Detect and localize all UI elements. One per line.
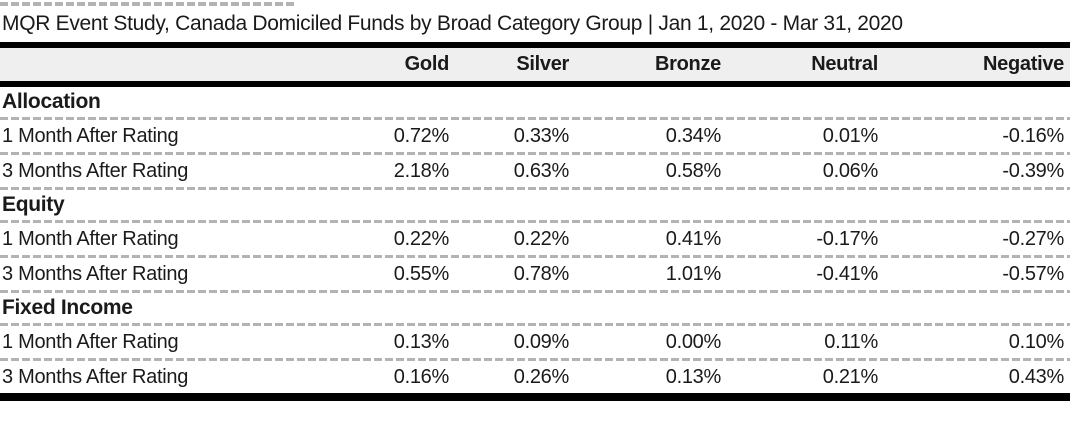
table-row: 3 Months After Rating 0.16% 0.26% 0.13% …: [0, 361, 1070, 393]
row-separator: [0, 255, 1070, 258]
row-separator: [0, 152, 1070, 155]
column-header-silver: Silver: [516, 53, 569, 75]
row-label: 1 Month After Rating: [2, 124, 179, 147]
cell-gold: 0.22%: [393, 227, 450, 250]
cell-gold: 2.18%: [393, 159, 450, 182]
cell-negative: -0.16%: [1002, 124, 1064, 147]
group-header-row-allocation: Allocation: [0, 87, 1070, 117]
cell-bronze: 0.41%: [665, 227, 722, 250]
column-header-bronze: Bronze: [655, 53, 721, 75]
row-separator: [0, 187, 1070, 190]
row-label: 3 Months After Rating: [2, 262, 189, 285]
cell-silver: 0.22%: [513, 227, 570, 250]
cell-negative: -0.39%: [1002, 159, 1064, 182]
row-label: 1 Month After Rating: [2, 330, 179, 353]
cell-negative: 0.10%: [1008, 330, 1065, 353]
table-row: 1 Month After Rating 0.22% 0.22% 0.41% -…: [0, 223, 1070, 255]
group-label: Allocation: [2, 90, 101, 113]
table-row: 1 Month After Rating 0.72% 0.33% 0.34% 0…: [0, 120, 1070, 152]
top-dashed-line: [0, 2, 297, 6]
cell-negative: -0.27%: [1002, 227, 1064, 250]
column-header-negative: Negative: [983, 53, 1064, 75]
header-divider-rule: [0, 81, 1070, 87]
row-label: 3 Months After Rating: [2, 159, 189, 182]
group-header-row-equity: Equity: [0, 190, 1070, 220]
cell-silver: 0.26%: [513, 365, 570, 388]
row-separator: [0, 220, 1070, 223]
table-title: MQR Event Study, Canada Domiciled Funds …: [2, 12, 903, 35]
cell-neutral: 0.11%: [824, 330, 878, 353]
cell-gold: 0.55%: [393, 262, 450, 285]
group-label: Fixed Income: [2, 296, 133, 319]
cell-bronze: 0.58%: [665, 159, 722, 182]
cell-bronze: 0.00%: [665, 330, 722, 353]
cell-gold: 0.72%: [393, 124, 450, 147]
cell-negative: 0.43%: [1008, 365, 1065, 388]
cell-gold: 0.13%: [393, 330, 450, 353]
title-divider-rule: [0, 42, 1070, 48]
cell-silver: 0.09%: [513, 330, 570, 353]
group-label: Equity: [2, 193, 65, 216]
cell-gold: 0.16%: [393, 365, 450, 388]
cell-neutral: -0.41%: [816, 262, 878, 285]
cell-silver: 0.33%: [513, 124, 570, 147]
row-separator: [0, 358, 1070, 361]
table-row: 3 Months After Rating 2.18% 0.63% 0.58% …: [0, 155, 1070, 187]
table-row: 1 Month After Rating 0.13% 0.09% 0.00% 0…: [0, 326, 1070, 358]
cell-bronze: 0.34%: [665, 124, 722, 147]
column-header-gold: Gold: [404, 53, 450, 75]
row-separator: [0, 290, 1070, 293]
cell-silver: 0.78%: [513, 262, 570, 285]
table-header-row: Gold Silver Bronze Neutral Negative: [0, 48, 1070, 81]
cell-neutral: 0.01%: [822, 124, 879, 147]
row-label: 1 Month After Rating: [2, 227, 179, 250]
cell-negative: -0.57%: [1002, 262, 1064, 285]
column-header-neutral: Neutral: [811, 53, 878, 75]
cell-bronze: 0.13%: [665, 365, 722, 388]
group-header-row-fixed-income: Fixed Income: [0, 293, 1070, 323]
table-row: 3 Months After Rating 0.55% 0.78% 1.01% …: [0, 258, 1070, 290]
table-bottom-rule: [0, 393, 1070, 401]
row-label: 3 Months After Rating: [2, 365, 189, 388]
cell-bronze: 1.01%: [665, 262, 722, 285]
row-separator: [0, 323, 1070, 326]
cell-silver: 0.63%: [513, 159, 570, 182]
cell-neutral: 0.21%: [822, 365, 879, 388]
cell-neutral: 0.06%: [822, 159, 879, 182]
row-separator: [0, 117, 1070, 120]
cell-neutral: -0.17%: [816, 227, 878, 250]
